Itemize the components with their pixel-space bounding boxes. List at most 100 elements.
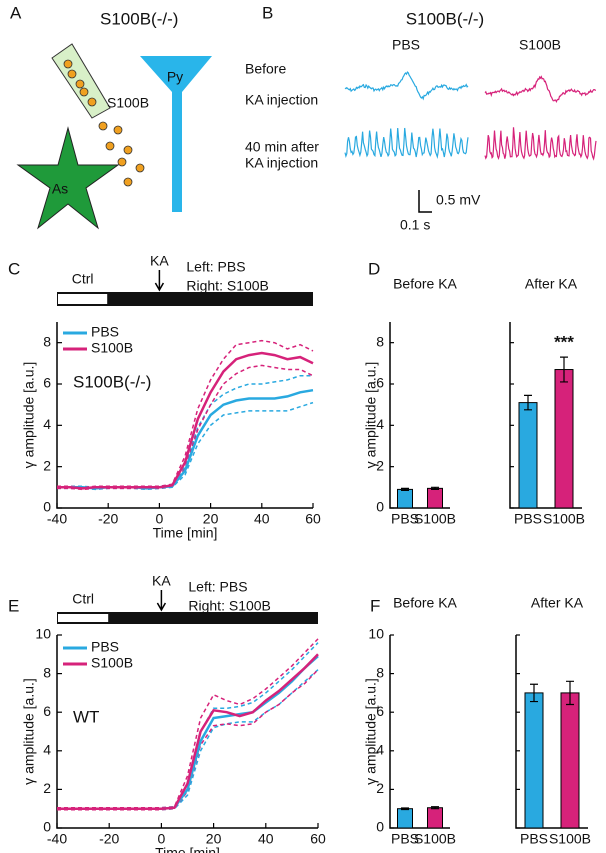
scale-bar	[418, 190, 432, 213]
panel-letter: D	[368, 259, 380, 278]
bar	[554, 369, 574, 509]
y-tick-label: 4	[376, 742, 384, 758]
x-axis-label: Time [min]	[153, 525, 218, 541]
y-tick-label: 8	[376, 664, 384, 680]
column-label: PBS	[392, 37, 420, 53]
timeline-bar	[57, 292, 313, 306]
trace	[484, 75, 596, 103]
subplot-title: After KA	[531, 595, 584, 611]
x-tick-label: S100B	[414, 831, 456, 847]
bar	[427, 807, 443, 829]
bar	[397, 488, 413, 509]
error-bar	[401, 807, 409, 811]
x-tick-label: -40	[47, 831, 67, 847]
y-tick-label: 10	[368, 626, 384, 642]
panel-letter: A	[10, 3, 22, 22]
legend-label: PBS	[91, 324, 119, 340]
pyramidal-label: Py	[167, 69, 183, 85]
error-bar	[431, 806, 439, 810]
x-tick-label: S100B	[549, 831, 591, 847]
ctrl-period	[58, 614, 109, 622]
event-arrow	[156, 590, 167, 612]
row-label: KA injection	[245, 92, 318, 108]
y-tick-label: 4	[376, 416, 384, 432]
trace	[484, 127, 597, 161]
trace	[344, 71, 469, 101]
axes	[389, 635, 450, 829]
panel-letter: B	[262, 3, 273, 22]
bar	[397, 808, 413, 829]
y-tick-label: 6	[376, 703, 384, 719]
x-tick-label: PBS	[520, 831, 548, 847]
row-label: Before	[245, 61, 286, 77]
annotation: S100B(-/-)	[73, 372, 151, 391]
error-bar	[401, 487, 409, 492]
y-tick-label: 4	[43, 742, 51, 758]
y-tick-label: 0	[376, 499, 384, 515]
panel-letter: F	[370, 596, 380, 615]
timeline-note: Left: PBS	[186, 259, 245, 275]
pipette-label: S100B	[107, 95, 149, 111]
y-tick-label: 2	[376, 457, 384, 473]
timeline-bar	[57, 612, 318, 624]
x-tick-label: 40	[254, 511, 270, 527]
s100b-dots	[63, 59, 145, 187]
subplot-title: After KA	[525, 276, 578, 292]
x-tick-label: 60	[310, 831, 326, 847]
axes	[389, 322, 450, 509]
astrocyte	[16, 126, 120, 230]
column-label: S100B	[519, 37, 561, 53]
subplot-title: Before KA	[393, 595, 457, 611]
y-tick-label: 0	[43, 499, 51, 515]
y-tick-label: 6	[43, 703, 51, 719]
y-tick-label: 10	[35, 626, 51, 642]
band-line	[57, 339, 314, 489]
y-tick-label: 8	[43, 333, 51, 349]
legend-label: PBS	[91, 639, 119, 655]
x-tick-label: PBS	[391, 831, 419, 847]
significance: ***	[554, 333, 574, 352]
y-tick-label: 2	[43, 457, 51, 473]
ctrl-period	[58, 294, 108, 304]
x-tick-label: 20	[203, 511, 219, 527]
bar	[427, 487, 443, 509]
x-tick-label: PBS	[514, 511, 542, 527]
error-bar	[566, 680, 574, 706]
y-axis-label: γ amplitude [a.u.]	[363, 678, 379, 785]
timeline-note: Right: S100B	[188, 598, 271, 614]
y-axis-label: γ amplitude [a.u.]	[21, 678, 37, 785]
y-tick-label: 2	[376, 780, 384, 796]
y-axis-label: γ amplitude [a.u.]	[21, 362, 37, 469]
y-tick-label: 0	[43, 819, 51, 835]
band-line	[57, 401, 314, 491]
x-axis-label: Time [min]	[155, 845, 220, 853]
annotation: WT	[73, 707, 99, 726]
x-tick-label: S100B	[414, 511, 456, 527]
traces	[344, 71, 597, 161]
bar	[560, 692, 580, 829]
bar	[524, 692, 544, 829]
x-tick-label: 40	[258, 831, 274, 847]
x-tick-label: -20	[98, 511, 118, 527]
x-tick-label: 0	[158, 831, 166, 847]
mean-line	[57, 351, 314, 490]
scale-time: 0.1 s	[400, 217, 430, 233]
event-arrow	[154, 270, 165, 292]
legend-label: S100B	[91, 655, 133, 671]
y-tick-label: 6	[376, 375, 384, 391]
panel-letter: C	[8, 259, 20, 278]
row-label: 40 min after	[245, 139, 319, 155]
error-bar	[431, 486, 439, 490]
panel-letter: E	[8, 596, 19, 615]
x-tick-label: 20	[206, 831, 222, 847]
event-label: KA	[150, 253, 169, 269]
error-bar	[524, 394, 532, 411]
y-tick-label: 8	[376, 333, 384, 349]
y-tick-label: 6	[43, 375, 51, 391]
x-tick-label: -20	[99, 831, 119, 847]
y-tick-label: 4	[43, 416, 51, 432]
y-tick-label: 0	[376, 819, 384, 835]
event-label: KA	[152, 573, 171, 589]
panel-title: S100B(-/-)	[406, 9, 484, 28]
